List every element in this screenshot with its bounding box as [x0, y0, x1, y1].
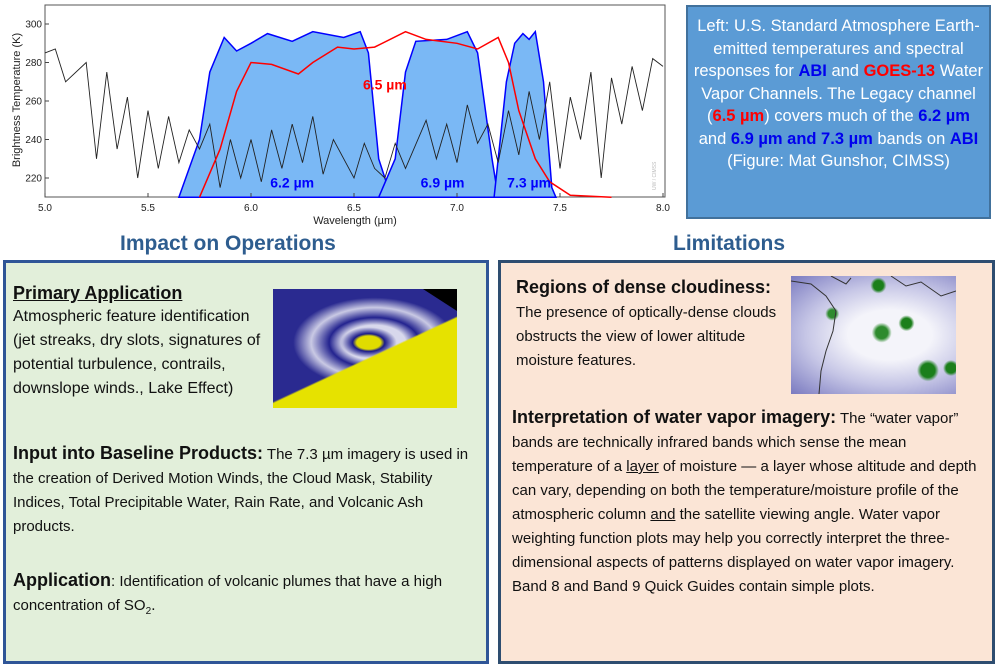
limitations-panel: Regions of dense cloudiness: The presenc… — [498, 260, 995, 664]
caption-credit: (Figure: Mat Gunshor, CIMSS) — [727, 152, 950, 170]
interpretation-text: of moisture — a layer whose altitude and… — [512, 458, 977, 523]
interpretation-section: Interpretation of water vapor imagery: T… — [512, 405, 987, 599]
x-tick-label: 7.0 — [450, 203, 464, 214]
impact-heading: Impact on Operations — [120, 232, 336, 255]
x-tick-label: 6.0 — [244, 203, 258, 214]
legacy-wavelength: 6.5 µm — [712, 107, 765, 125]
band-label: 7.3 µm — [507, 175, 551, 191]
band-69-response — [377, 30, 500, 199]
band-label: 6.2 µm — [270, 175, 314, 191]
wavelength-62: 6.2 µm — [918, 107, 970, 125]
water-vapor-cyclone-image — [273, 289, 457, 408]
y-axis-label: Brightness Temperature (K) — [11, 33, 23, 167]
caption-text: ) covers much of the — [764, 107, 919, 125]
band-62-response — [177, 30, 393, 199]
interpretation-text-layer: layer — [626, 458, 659, 475]
dense-cloudiness-section: Regions of dense cloudiness: The presenc… — [516, 275, 786, 373]
y-tick-label: 280 — [25, 58, 42, 69]
figure-caption-box: Left: U.S. Standard Atmosphere Earth-emi… — [686, 5, 991, 219]
x-tick-label: 7.5 — [553, 203, 567, 214]
application-text-end: . — [151, 597, 156, 614]
caption-text: bands on — [872, 129, 950, 148]
interpretation-text: the satellite viewing angle. Water vapor… — [512, 506, 955, 595]
primary-application-text: Atmospheric feature identification (jet … — [13, 308, 261, 397]
caption-text: Water Vapor Channels. The Legacy channel… — [701, 62, 984, 125]
interpretation-title: Interpretation of water vapor imagery: — [512, 407, 837, 427]
impact-panel: Primary Application Atmospheric feature … — [3, 260, 489, 664]
primary-application-section: Primary Application Atmospheric feature … — [13, 281, 268, 401]
interpretation-text-and: and — [650, 506, 676, 523]
interpretation-text: The “water vapor” bands are technically … — [512, 410, 959, 475]
caption-text: and — [698, 129, 731, 148]
x-tick-label: 6.5 — [347, 203, 361, 214]
wavelength-69-73: 6.9 µm and 7.3 µm — [730, 129, 873, 148]
brightness-temperature-spectrum — [44, 48, 664, 188]
x-tick-label: 5.0 — [38, 203, 52, 214]
caption-text: Left: U.S. Standard Atmosphere Earth-emi… — [693, 17, 980, 80]
application-section: Application: Identification of volcanic … — [13, 568, 453, 624]
x-axis-label: Wavelength (µm) — [313, 215, 397, 227]
x-tick-label: 8.0 — [656, 203, 670, 214]
dense-cloudiness-text: The presence of optically-dense clouds o… — [516, 304, 777, 369]
brightness-temperature-chart: 5.0 5.5 6.0 6.5 7.0 7.5 8.0 220 240 260 280 300 6.5… — [11, 4, 670, 227]
goes-65-response — [198, 30, 612, 199]
cloudiness-satellite-image — [791, 276, 956, 394]
abi-label: ABI — [798, 62, 827, 80]
caption-text: and — [826, 62, 864, 80]
subscript: 2 — [145, 606, 152, 618]
y-tick-label: 240 — [25, 135, 42, 146]
primary-application-title: Primary Application — [13, 283, 183, 303]
abi-label: ABI — [949, 129, 979, 148]
watermark: UW / CIMSS — [652, 161, 658, 190]
baseline-products-section: Input into Baseline Products: The 7.3 µm… — [13, 441, 478, 539]
goes13-label: GOES-13 — [863, 62, 936, 80]
dense-cloudiness-title: Regions of dense cloudiness: — [516, 277, 772, 297]
y-tick-label: 220 — [25, 174, 42, 185]
y-tick-label: 260 — [25, 97, 42, 108]
application-title: Application — [13, 570, 111, 590]
band-label: 6.5 µm — [363, 76, 407, 92]
baseline-products-title: Input into Baseline Products: — [13, 443, 264, 463]
band-label: 6.9 µm — [421, 175, 465, 191]
baseline-products-text: The 7.3 µm imagery is used in the creati… — [13, 446, 469, 535]
y-tick-label: 300 — [25, 20, 42, 31]
application-text: : Identification of volcanic plumes that… — [13, 573, 443, 614]
limitations-heading: Limitations — [673, 232, 786, 255]
x-tick-label: 5.5 — [141, 203, 155, 214]
